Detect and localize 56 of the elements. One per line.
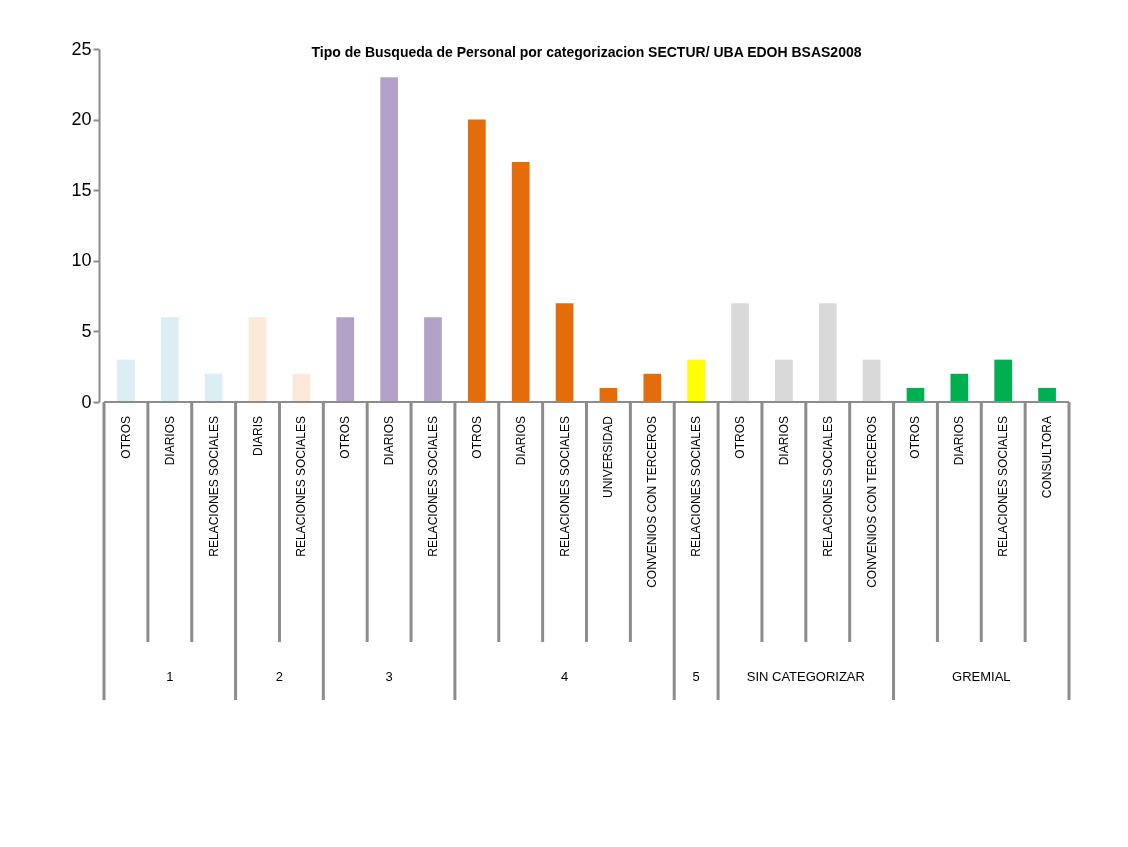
x-tick-label: RELACIONES SOCIALES [206, 416, 221, 557]
bar [424, 317, 442, 402]
x-tick-label: DIARIOS [513, 416, 528, 466]
bar [687, 359, 706, 402]
bar [336, 317, 355, 402]
bar [292, 373, 311, 402]
text: 1 [166, 669, 174, 684]
x-tick-label: CONVENIOS CON TERCEROS [864, 416, 879, 588]
bar [643, 373, 662, 402]
bar [204, 373, 223, 402]
y-tick-label: 15 [71, 179, 92, 200]
x-tick-label: DIARIOS [162, 416, 177, 466]
x-tick-label: DIARIOS [776, 416, 791, 466]
x-tick-label: RELACIONES SOCIALES [689, 416, 704, 557]
x-tick-label: UNIVERSIDAD [601, 415, 616, 499]
y-tick-label: 25 [71, 38, 92, 59]
y-tick-label: 0 [81, 391, 92, 412]
y-tick-label: 20 [71, 109, 92, 130]
x-tick-label: CONVENIOS CON TERCEROS [645, 416, 660, 588]
bar [380, 77, 398, 402]
bar [511, 161, 530, 402]
text: 5 [692, 669, 700, 684]
x-tick-label: DIARIOS [952, 416, 967, 466]
bar [555, 303, 574, 402]
x-tick-label: RELACIONES SOCIALES [820, 416, 835, 557]
x-tick-label: OTROS [908, 416, 923, 459]
y-tick-label: 10 [71, 250, 92, 271]
x-tick-label: OTROS [118, 416, 133, 459]
text: 2 [275, 669, 284, 684]
x-tick-label: RELACIONES SOCIALES [996, 416, 1011, 557]
bar [467, 119, 486, 402]
x-tick-label: OTROS [338, 416, 353, 459]
bar [950, 373, 969, 402]
x-tick-label: DIARIOS [382, 416, 397, 466]
x-tick-label: OTROS [469, 416, 484, 459]
x-tick-label: OTROS [733, 416, 748, 459]
x-tick-label: RELACIONES SOCIALES [294, 416, 309, 557]
x-tick-label: RELACIONES SOCIALES [425, 416, 440, 557]
x-tick-label: RELACIONES SOCIALES [557, 416, 572, 557]
text: GREMIAL [952, 669, 1011, 684]
x-tick-label: DIARIS [250, 416, 265, 457]
y-tick-label: 5 [81, 320, 92, 341]
text: SIN CATEGORIZAR [746, 669, 865, 684]
bar [818, 303, 837, 402]
text: 3 [385, 669, 393, 684]
bar [775, 359, 793, 402]
bar [248, 317, 267, 402]
bar [862, 359, 881, 402]
bar [731, 303, 749, 402]
bar [1038, 387, 1056, 402]
chart-title: Tipo de Busqueda de Personal por categorizacion SECTUR/ UBA EDOH BSAS2008 [311, 44, 862, 60]
bar [117, 359, 135, 402]
text: 4 [560, 669, 569, 684]
x-tick-label: CONSULTORA [1040, 416, 1055, 499]
bar [994, 359, 1013, 402]
bar [160, 317, 179, 402]
